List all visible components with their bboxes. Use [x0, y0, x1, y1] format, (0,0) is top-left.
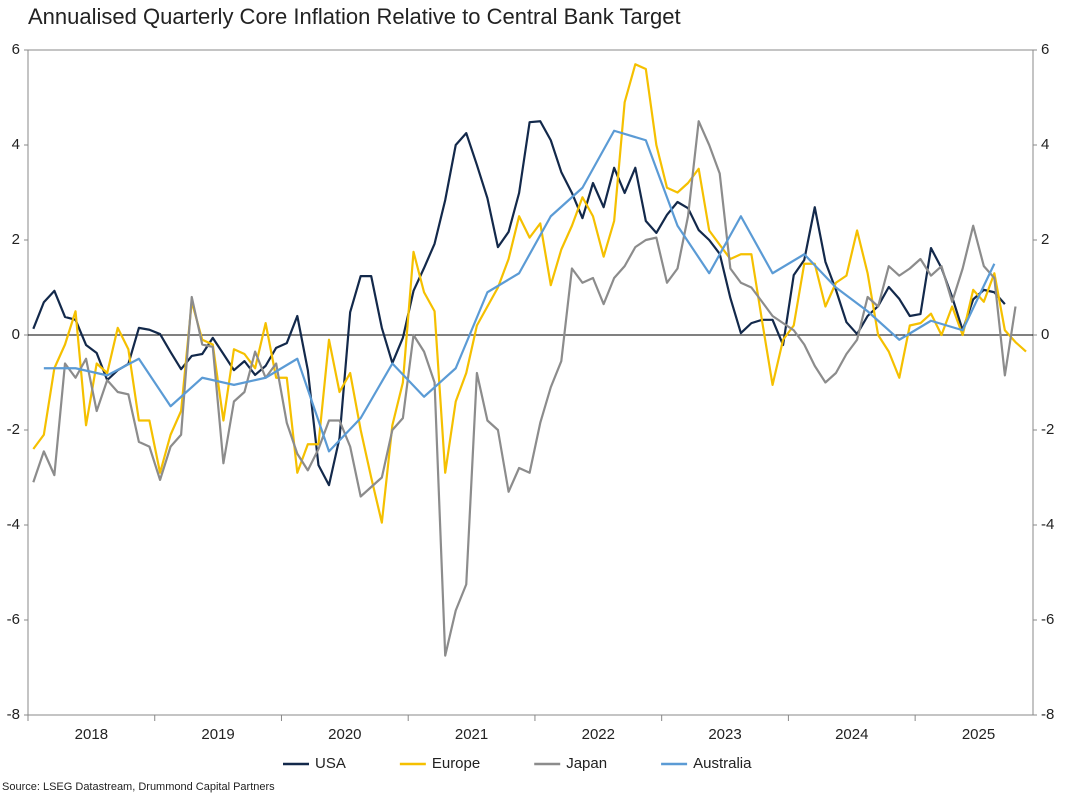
x-tick-label: 2022: [582, 726, 615, 743]
y2-tick-label: -2: [1041, 421, 1054, 438]
y-tick-label: 2: [12, 231, 20, 248]
x-tick-label: 2021: [455, 726, 488, 743]
source-note: Source: LSEG Datastream, Drummond Capita…: [2, 781, 275, 793]
legend-label: Europe: [432, 755, 480, 772]
x-tick-label: 2025: [962, 726, 995, 743]
y-tick-label: -8: [7, 706, 20, 723]
y-tick-label: -2: [7, 421, 20, 438]
y2-tick-label: 2: [1041, 231, 1049, 248]
series-line: [32, 120, 1017, 657]
y-tick-label: 0: [12, 326, 20, 343]
legend-label: Japan: [566, 755, 607, 772]
series-line: [32, 63, 1027, 524]
x-tick-label: 2023: [708, 726, 741, 743]
y2-tick-label: -8: [1041, 706, 1054, 723]
x-tick-label: 2018: [75, 726, 108, 743]
y-tick-label: 6: [12, 41, 20, 58]
chart-title: Annualised Quarterly Core Inflation Rela…: [28, 4, 681, 29]
y2-tick-label: 6: [1041, 41, 1049, 58]
y2-tick-label: -4: [1041, 516, 1054, 533]
y2-tick-label: -6: [1041, 611, 1054, 628]
y-tick-label: -6: [7, 611, 20, 628]
legend-label: Australia: [693, 755, 752, 772]
y-tick-label: -4: [7, 516, 20, 533]
y2-tick-label: 0: [1041, 326, 1049, 343]
x-tick-label: 2024: [835, 726, 868, 743]
y-tick-label: 4: [12, 136, 20, 153]
series-line: [32, 120, 1006, 487]
x-tick-label: 2019: [201, 726, 234, 743]
series-line: [43, 129, 996, 453]
legend-label: USA: [315, 755, 346, 772]
y2-tick-label: 4: [1041, 136, 1049, 153]
x-tick-label: 2020: [328, 726, 361, 743]
plot-frame: [27, 49, 1034, 716]
